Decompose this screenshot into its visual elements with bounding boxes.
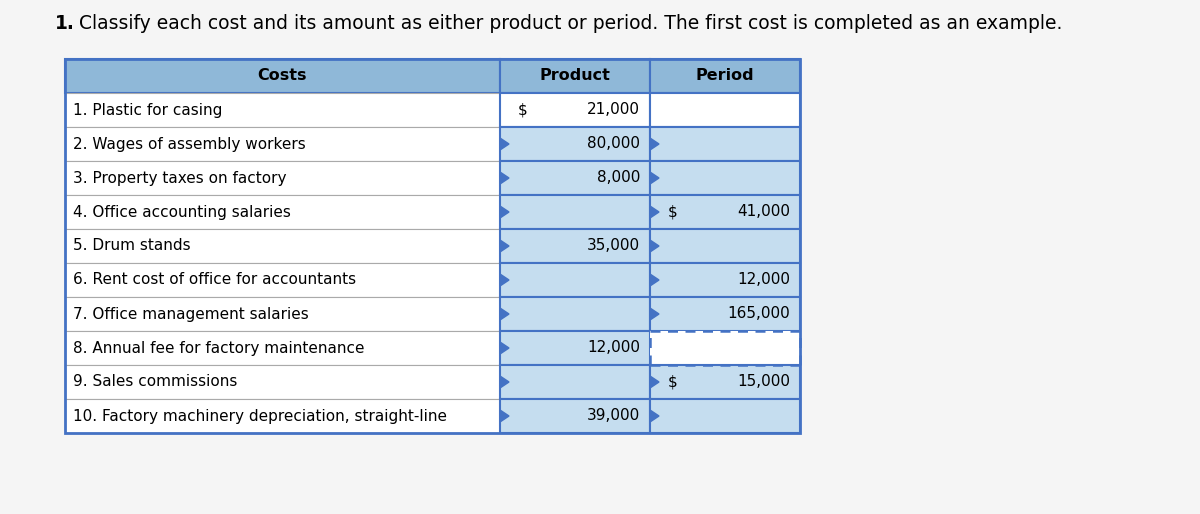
- Bar: [65, 297, 500, 331]
- Bar: [500, 93, 650, 127]
- Polygon shape: [650, 240, 659, 252]
- Text: 21,000: 21,000: [587, 102, 640, 118]
- Text: 9. Sales commissions: 9. Sales commissions: [73, 375, 238, 390]
- Bar: [650, 365, 800, 399]
- Text: Classify each cost and its amount as either product or period. The first cost is: Classify each cost and its amount as eit…: [73, 14, 1062, 33]
- Text: 2. Wages of assembly workers: 2. Wages of assembly workers: [73, 137, 306, 152]
- Bar: [650, 195, 800, 229]
- Bar: [650, 93, 800, 127]
- Bar: [500, 161, 650, 195]
- Text: 1.: 1.: [55, 14, 74, 33]
- Text: 6. Rent cost of office for accountants: 6. Rent cost of office for accountants: [73, 272, 356, 287]
- Bar: [500, 195, 650, 229]
- Text: 15,000: 15,000: [737, 375, 790, 390]
- Bar: [65, 127, 500, 161]
- Text: Costs: Costs: [258, 68, 307, 83]
- Bar: [65, 399, 500, 433]
- Bar: [650, 297, 800, 331]
- Polygon shape: [650, 410, 659, 422]
- Polygon shape: [650, 376, 659, 388]
- Text: 5. Drum stands: 5. Drum stands: [73, 238, 191, 253]
- Text: 3. Property taxes on factory: 3. Property taxes on factory: [73, 171, 287, 186]
- Text: 165,000: 165,000: [727, 306, 790, 321]
- Polygon shape: [500, 342, 509, 354]
- Text: 10. Factory machinery depreciation, straight-line: 10. Factory machinery depreciation, stra…: [73, 409, 446, 424]
- Bar: [500, 331, 650, 365]
- Bar: [500, 229, 650, 263]
- Text: $: $: [668, 375, 678, 390]
- Bar: [65, 365, 500, 399]
- Text: 8. Annual fee for factory maintenance: 8. Annual fee for factory maintenance: [73, 340, 365, 356]
- Text: 12,000: 12,000: [737, 272, 790, 287]
- Polygon shape: [500, 240, 509, 252]
- Polygon shape: [500, 410, 509, 422]
- Bar: [65, 93, 500, 127]
- Bar: [65, 229, 500, 263]
- Text: $: $: [518, 102, 528, 118]
- Polygon shape: [500, 274, 509, 286]
- Bar: [65, 263, 500, 297]
- Bar: [65, 331, 500, 365]
- Bar: [650, 59, 800, 93]
- Bar: [650, 229, 800, 263]
- Text: $: $: [668, 205, 678, 219]
- Bar: [65, 59, 500, 93]
- Bar: [650, 263, 800, 297]
- Text: 1. Plastic for casing: 1. Plastic for casing: [73, 102, 222, 118]
- Bar: [500, 297, 650, 331]
- Text: 39,000: 39,000: [587, 409, 640, 424]
- Polygon shape: [650, 172, 659, 184]
- Text: 7. Office management salaries: 7. Office management salaries: [73, 306, 308, 321]
- Text: 8,000: 8,000: [596, 171, 640, 186]
- Bar: [650, 399, 800, 433]
- Polygon shape: [650, 206, 659, 218]
- Polygon shape: [500, 206, 509, 218]
- Polygon shape: [650, 274, 659, 286]
- Text: 41,000: 41,000: [737, 205, 790, 219]
- Bar: [65, 59, 800, 433]
- Text: 80,000: 80,000: [587, 137, 640, 152]
- Polygon shape: [500, 172, 509, 184]
- Polygon shape: [500, 308, 509, 320]
- Bar: [500, 399, 650, 433]
- Bar: [650, 331, 800, 365]
- Text: Product: Product: [540, 68, 611, 83]
- Bar: [65, 161, 500, 195]
- Bar: [650, 161, 800, 195]
- Bar: [500, 59, 650, 93]
- Text: 12,000: 12,000: [587, 340, 640, 356]
- Text: 4. Office accounting salaries: 4. Office accounting salaries: [73, 205, 290, 219]
- Polygon shape: [650, 138, 659, 150]
- Polygon shape: [500, 376, 509, 388]
- Bar: [65, 195, 500, 229]
- Bar: [500, 127, 650, 161]
- Text: 35,000: 35,000: [587, 238, 640, 253]
- Bar: [500, 365, 650, 399]
- Polygon shape: [500, 138, 509, 150]
- Bar: [650, 127, 800, 161]
- Text: Period: Period: [696, 68, 755, 83]
- Bar: [500, 263, 650, 297]
- Polygon shape: [650, 308, 659, 320]
